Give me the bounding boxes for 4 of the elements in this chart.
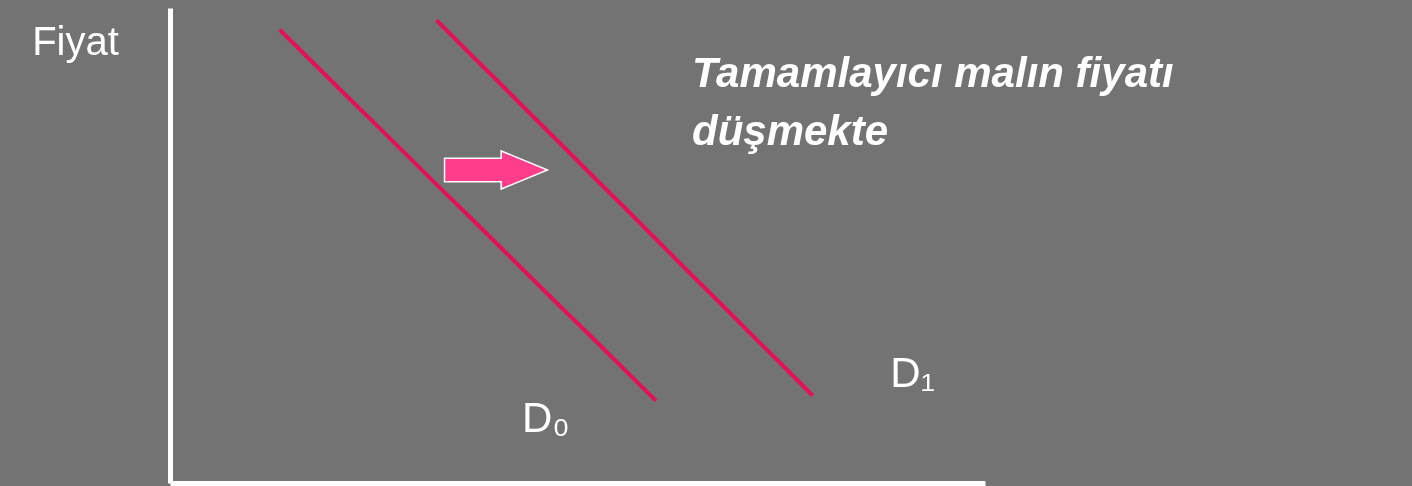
annotation: Tamamlayıcı malın fiyatı düşmekte: [692, 49, 1174, 154]
series-label: D₀: [521, 393, 570, 441]
series-label: D₁: [890, 348, 935, 396]
y-axis-title: Fiyat: [32, 18, 119, 63]
